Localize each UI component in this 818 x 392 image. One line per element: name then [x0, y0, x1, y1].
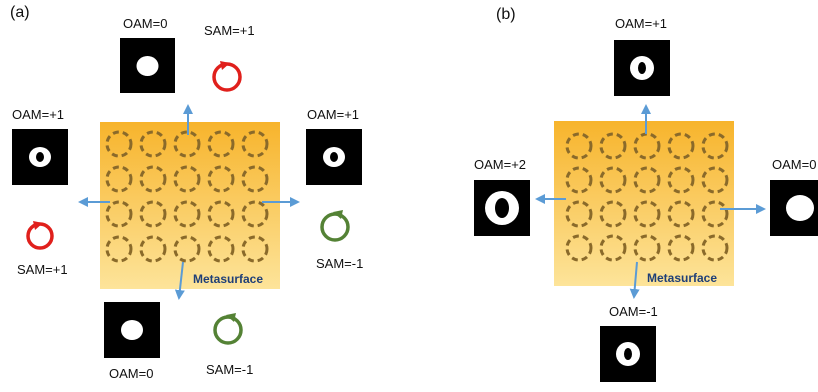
metasurface-b-ring-element: [667, 132, 695, 160]
metasurface-a-ring-element: [241, 235, 269, 263]
metasurface-b-elements: [565, 132, 729, 262]
metasurface-b-ring-element: [667, 200, 695, 228]
oam-a-left-label: OAM=+1: [12, 107, 65, 122]
metasurface-a-ring-element: [139, 130, 167, 158]
metasurface-b-ring-element: [565, 234, 593, 262]
sam-a-right-label: SAM=-1: [316, 256, 364, 271]
metasurface-a-ring-element: [105, 130, 133, 158]
metasurface-b-ring-element: [633, 166, 661, 194]
metasurface-a-ring-element: [173, 200, 201, 228]
metasurface-a-ring-element: [207, 200, 235, 228]
panel-a-label: (a): [10, 4, 30, 21]
metasurface-a-ring-element: [173, 130, 201, 158]
metasurface-a-ring-element: [207, 130, 235, 158]
beam-b-top: [614, 40, 670, 96]
panel-b-label: (b): [496, 6, 516, 23]
metasurface-a-elements: [105, 130, 269, 263]
metasurface-b-ring-element: [667, 234, 695, 262]
metasurface-b-ring-element: [599, 200, 627, 228]
sam-a-bottom-label: SAM=-1: [206, 362, 254, 377]
oam-b-top-label: OAM=+1: [615, 16, 668, 31]
oam-b-bottom-label: OAM=-1: [609, 304, 658, 319]
beam-a-right: [306, 129, 362, 185]
metasurface-b-ring-element: [633, 234, 661, 262]
sam-a-top-label: SAM=+1: [204, 23, 255, 38]
metasurface-b-ring-element: [633, 200, 661, 228]
sam-a-bottom-icon: [213, 313, 243, 345]
metasurface-b-ring-element: [565, 132, 593, 160]
metasurface-b-ring-element: [701, 200, 729, 228]
beam-a-left: [12, 129, 68, 185]
oam-b-left-label: OAM=+2: [474, 157, 527, 172]
sam-a-right-icon: [320, 210, 350, 242]
metasurface-b-ring-element: [701, 132, 729, 160]
metasurface-b-ring-element: [599, 132, 627, 160]
metasurface-a-ring-element: [173, 165, 201, 193]
beam-b-right: [770, 180, 818, 236]
metasurface-b-label: Metasurface: [647, 271, 718, 285]
metasurface-b-ring-element: [565, 200, 593, 228]
metasurface-a-label: Metasurface: [193, 272, 264, 286]
oam-a-right-label: OAM=+1: [307, 107, 360, 122]
metasurface-a-ring-element: [105, 200, 133, 228]
metasurface-a-ring-element: [207, 165, 235, 193]
metasurface-b-ring-element: [599, 166, 627, 194]
metasurface-b-ring-element: [633, 132, 661, 160]
metasurface-a-ring-element: [139, 235, 167, 263]
beam-a-top: [120, 38, 175, 93]
metasurface-a-ring-element: [105, 165, 133, 193]
beam-b-left: [474, 180, 530, 236]
metasurface-a-ring-element: [173, 235, 201, 263]
sam-a-top-icon: [212, 61, 242, 92]
metasurface-a-ring-element: [139, 165, 167, 193]
metasurface-b-ring-element: [701, 234, 729, 262]
oam-a-bottom-label: OAM=0: [109, 366, 154, 381]
metasurface-a-ring-element: [241, 200, 269, 228]
arrow-a-bottom: [174, 261, 185, 300]
beam-a-bottom: [104, 302, 160, 358]
sam-a-left-icon: [26, 221, 54, 250]
oam-a-top-label: OAM=0: [123, 16, 168, 31]
panel-b: [474, 40, 818, 382]
metasurface-b-ring-element: [667, 166, 695, 194]
metasurface-b-ring-element: [565, 166, 593, 194]
metasurface-a-ring-element: [241, 130, 269, 158]
metasurface-a-ring-element: [241, 165, 269, 193]
metasurface-a-ring-element: [139, 200, 167, 228]
beam-b-bottom: [600, 326, 656, 382]
metasurface-b-ring-element: [701, 166, 729, 194]
oam-b-right-label: OAM=0: [772, 157, 817, 172]
metasurface-b-ring-element: [599, 234, 627, 262]
metasurface-a-ring-element: [207, 235, 235, 263]
metasurface-a-ring-element: [105, 235, 133, 263]
panel-a: [12, 38, 362, 358]
arrow-b-bottom: [629, 261, 640, 299]
sam-a-left-label: SAM=+1: [17, 262, 68, 277]
